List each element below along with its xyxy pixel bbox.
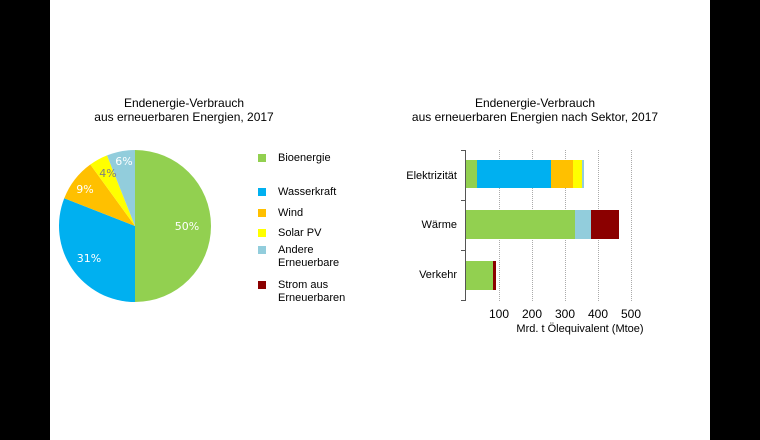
- legend-item-bioenergie: Bioenergie: [258, 152, 378, 165]
- label-wind: 9%: [76, 183, 93, 196]
- legend-label: Wasserkraft: [278, 186, 337, 198]
- bar-waerme-andere: [575, 210, 591, 239]
- category-waerme: Wärme: [421, 219, 457, 231]
- swatch-wasserkraft: [258, 188, 266, 196]
- bar-elektrizitaet-wasserkraft: [477, 160, 551, 188]
- bar-verkehr-strom: [493, 261, 496, 290]
- pie-chart: 50% 31% 9% 4% 6%: [59, 150, 211, 302]
- slice-bioenergie: [135, 150, 211, 302]
- swatch-solar: [258, 229, 266, 237]
- legend-label: Strom aus Erneuerbaren: [278, 279, 345, 305]
- pie-title-line2: aus erneuerbaren Energien, 2017: [94, 110, 274, 124]
- legend-label: Wind: [278, 207, 304, 219]
- legend-label: Andere Erneuerbare: [278, 244, 339, 270]
- x-tick-200: 200: [521, 307, 543, 321]
- bar-elektrizitaet-bioenergie: [466, 160, 477, 188]
- legend-label-line1: Andere: [278, 244, 314, 256]
- slice-wind: [64, 164, 135, 226]
- slice-solar: [90, 155, 135, 226]
- bar-title-line2: aus erneuerbaren Energien nach Sektor, 2…: [411, 110, 659, 124]
- legend-item-wind: Wind: [258, 207, 378, 220]
- legend-label-line1: Strom aus: [278, 279, 329, 291]
- bar-elektrizitaet-andere: [582, 160, 584, 188]
- swatch-bioenergie: [258, 154, 266, 162]
- category-verkehr: Verkehr: [419, 269, 457, 281]
- swatch-wind: [258, 209, 266, 217]
- x-tick-100: 100: [488, 307, 510, 321]
- pie-svg: 50% 31% 9% 4% 6%: [59, 150, 211, 302]
- bar-title-line1: Endenergie-Verbrauch: [474, 96, 596, 110]
- y-tick: [461, 150, 465, 151]
- legend-item-solar: Solar PV: [258, 227, 378, 240]
- y-axis: [465, 150, 466, 301]
- label-solar: 4%: [99, 167, 116, 180]
- bar-waerme-strom: [591, 210, 619, 239]
- pie-chart-title: Endenergie-Verbrauch aus erneuerbaren En…: [80, 96, 288, 124]
- y-tick: [461, 250, 465, 251]
- swatch-strom: [258, 281, 266, 289]
- legend-item-wasserkraft: Wasserkraft: [258, 186, 378, 199]
- y-tick: [461, 200, 465, 201]
- y-tick: [461, 300, 465, 301]
- label-wasser: 31%: [77, 252, 101, 265]
- pie-title-line1: Endenergie-Verbrauch: [123, 96, 245, 110]
- legend-label: Bioenergie: [278, 152, 331, 164]
- label-bio: 50%: [175, 220, 199, 233]
- legend-label: Solar PV: [278, 227, 322, 239]
- x-tick-300: 300: [554, 307, 576, 321]
- swatch-andere: [258, 246, 266, 254]
- legend-item-andere: Andere Erneuerbare: [258, 244, 378, 270]
- x-axis-label: Mrd. t Ölequivalent (Mtoe): [516, 323, 644, 335]
- slice-wasserkraft: [59, 198, 135, 302]
- gridline: [631, 150, 632, 301]
- bar-elektrizitaet-solar: [573, 160, 582, 188]
- x-tick-500: 500: [620, 307, 642, 321]
- bar-verkehr-bioenergie: [466, 261, 493, 290]
- chart-canvas: Endenergie-Verbrauch aus erneuerbaren En…: [50, 0, 710, 440]
- bar-elektrizitaet-wind: [551, 160, 573, 188]
- legend-label-line2: Erneuerbaren: [278, 292, 346, 304]
- bar-waerme-bioenergie: [466, 210, 575, 239]
- label-andere: 6%: [115, 155, 132, 168]
- legend-label-line2: Erneuerbare: [278, 257, 340, 269]
- legend-item-strom: Strom aus Erneuerbaren: [258, 279, 378, 305]
- slice-andere: [107, 150, 135, 226]
- bar-chart-title: Endenergie-Verbrauch aus erneuerbaren En…: [390, 96, 680, 124]
- x-tick-400: 400: [587, 307, 609, 321]
- category-elektrizitaet: Elektrizität: [406, 170, 457, 182]
